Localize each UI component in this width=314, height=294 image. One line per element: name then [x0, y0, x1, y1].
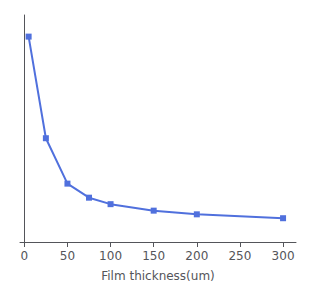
svg-text:200: 200	[185, 249, 208, 263]
svg-text:50: 50	[60, 249, 75, 263]
svg-text:100: 100	[99, 249, 122, 263]
svg-text:150: 150	[142, 249, 165, 263]
svg-text:0: 0	[20, 249, 28, 263]
svg-text:250: 250	[228, 249, 251, 263]
svg-text:300: 300	[272, 249, 295, 263]
svg-text:Film thickness(um): Film thickness(um)	[101, 269, 215, 283]
